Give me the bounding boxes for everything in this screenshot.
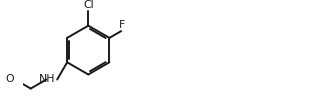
Text: Cl: Cl bbox=[83, 0, 94, 10]
Text: O: O bbox=[5, 74, 14, 84]
Text: F: F bbox=[119, 20, 125, 30]
Text: NH: NH bbox=[39, 74, 56, 84]
